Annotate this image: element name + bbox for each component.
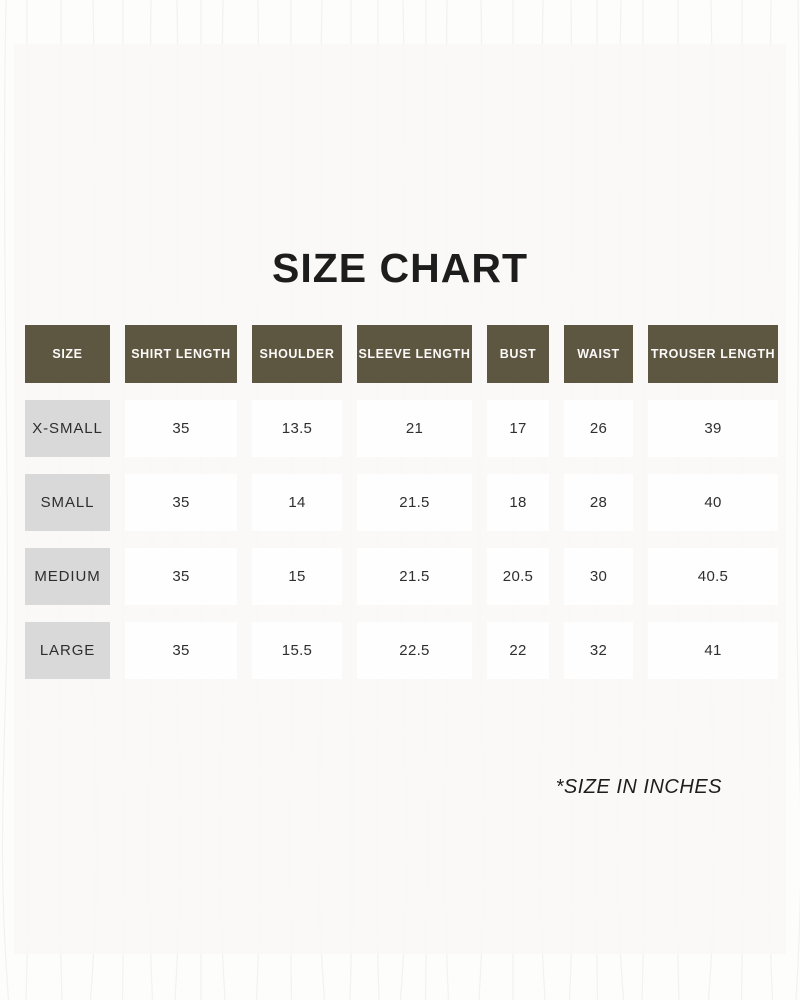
table-cell: 39: [648, 400, 778, 457]
table-cell: 41: [648, 622, 778, 679]
table-cell: 14: [252, 474, 342, 531]
page-title: SIZE CHART: [272, 245, 528, 292]
column-header-size: SIZE: [25, 325, 110, 383]
table-cell: 20.5: [487, 548, 549, 605]
table-cell: 40.5: [648, 548, 778, 605]
column-header-sleeve-length: SLEEVE LENGTH: [357, 325, 472, 383]
table-cell: 21.5: [357, 474, 472, 531]
size-chart-table: SIZE SHIRT LENGTH SHOULDER SLEEVE LENGTH BUS…: [25, 325, 778, 679]
table-cell: 28: [564, 474, 633, 531]
row-label-small: SMALL: [25, 474, 110, 531]
column-header-trouser-length: TROUSER LENGTH: [648, 325, 778, 383]
table-cell: 17: [487, 400, 549, 457]
table-cell: 35: [125, 400, 237, 457]
table-cell: 35: [125, 548, 237, 605]
row-label-medium: MEDIUM: [25, 548, 110, 605]
table-cell: 35: [125, 474, 237, 531]
table-cell: 21: [357, 400, 472, 457]
table-cell: 30: [564, 548, 633, 605]
column-header-shirt-length: SHIRT LENGTH: [125, 325, 237, 383]
table-cell: 22.5: [357, 622, 472, 679]
table-cell: 22: [487, 622, 549, 679]
column-header-waist: WAIST: [564, 325, 633, 383]
table-cell: 32: [564, 622, 633, 679]
row-label-x-small: X-SMALL: [25, 400, 110, 457]
table-cell: 40: [648, 474, 778, 531]
table-cell: 15.5: [252, 622, 342, 679]
table-cell: 15: [252, 548, 342, 605]
table-cell: 18: [487, 474, 549, 531]
column-header-shoulder: SHOULDER: [252, 325, 342, 383]
row-label-large: LARGE: [25, 622, 110, 679]
size-unit-footnote: *SIZE IN INCHES: [555, 776, 722, 798]
table-cell: 35: [125, 622, 237, 679]
column-header-bust: BUST: [487, 325, 549, 383]
table-cell: 13.5: [252, 400, 342, 457]
table-cell: 21.5: [357, 548, 472, 605]
table-cell: 26: [564, 400, 633, 457]
